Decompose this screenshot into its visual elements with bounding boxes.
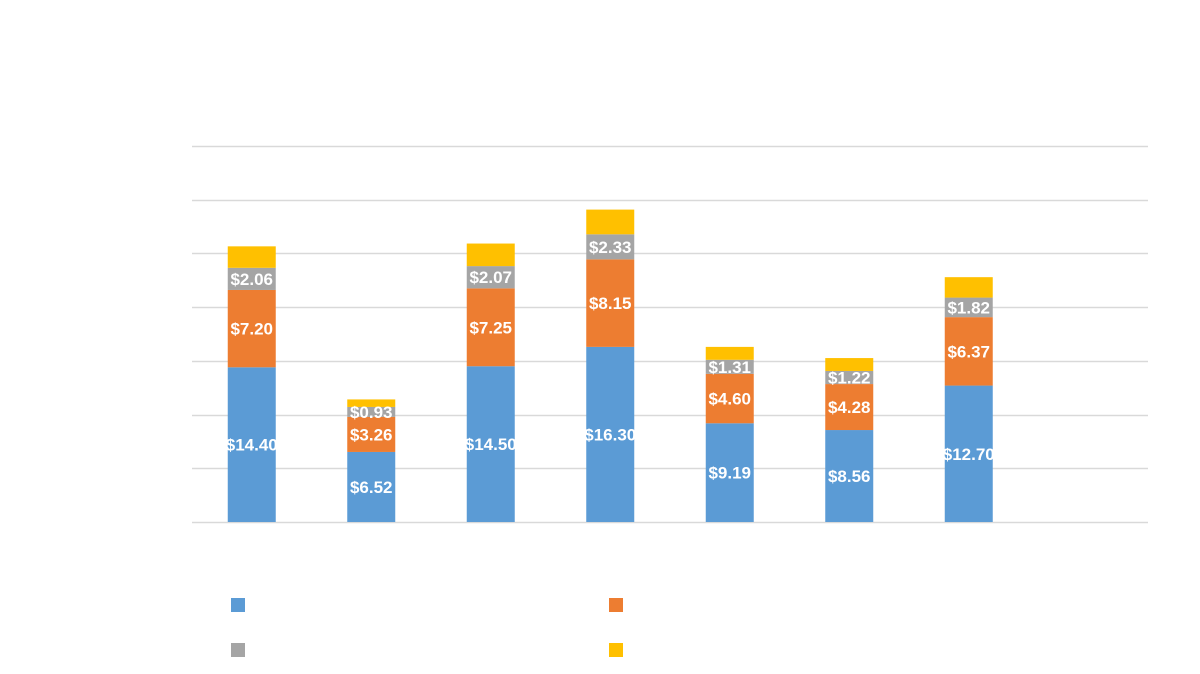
- legend-marker: [609, 598, 623, 612]
- bar-segment: [705, 346, 754, 360]
- data-label: $1.22: [828, 369, 871, 388]
- bar-segment: [466, 243, 515, 267]
- bar-segment: [227, 267, 276, 290]
- data-label: $0.93: [350, 403, 393, 422]
- bar-segment: [347, 416, 396, 452]
- data-label: $14.50: [465, 435, 517, 454]
- bar-segment: [347, 451, 396, 522]
- bar-segment: [825, 358, 874, 371]
- data-label: $1.82: [947, 298, 990, 317]
- bar-segment: [944, 385, 993, 522]
- bar-segment: [825, 430, 874, 522]
- bar-segment: [705, 359, 754, 374]
- data-label: $2.06: [230, 270, 273, 289]
- bar-segment: [466, 366, 515, 522]
- data-label: $2.07: [469, 268, 512, 287]
- data-label: $16.30: [584, 425, 636, 444]
- bar-segment: [705, 373, 754, 424]
- bar-segment: [466, 288, 515, 367]
- bar-segment: [466, 266, 515, 289]
- data-label: $14.40: [226, 436, 278, 455]
- bar-segment: [825, 384, 874, 431]
- data-label: $4.28: [828, 398, 871, 417]
- bar-segment: [586, 259, 635, 347]
- data-label: $7.25: [469, 318, 512, 337]
- bar-segment: [944, 297, 993, 318]
- bar-segment: [586, 234, 635, 260]
- bar-segment: [227, 289, 276, 368]
- bar-segment: [347, 406, 396, 417]
- data-labels: $14.40 $7.20 $2.06 $6.52 $3.26 $0.93 $14.50 $7.…: [226, 238, 995, 497]
- data-label: $1.31: [708, 358, 751, 377]
- legend-marker: [231, 643, 245, 657]
- data-label: $12.70: [943, 445, 995, 464]
- data-label: $8.56: [828, 467, 871, 486]
- bar-segment: [705, 423, 754, 522]
- data-label: $3.26: [350, 425, 393, 444]
- data-label: $6.52: [350, 478, 393, 497]
- legend-marker: [231, 598, 245, 612]
- bar-segment: [347, 399, 396, 407]
- legend: [231, 598, 623, 657]
- bar-segment: [944, 277, 993, 298]
- data-label: $7.20: [230, 320, 273, 339]
- legend-marker: [609, 643, 623, 657]
- data-label: $9.19: [708, 464, 751, 483]
- bar-segment: [586, 209, 635, 235]
- data-label: $2.33: [589, 238, 632, 257]
- bar-segment: [586, 346, 635, 522]
- bar-segment: [944, 317, 993, 386]
- bar-segment: [825, 370, 874, 385]
- data-label: $6.37: [947, 342, 990, 361]
- data-label: $8.15: [589, 294, 632, 313]
- data-label: $4.60: [708, 390, 751, 409]
- bar-segment: [227, 367, 276, 522]
- bar-segment: [227, 246, 276, 268]
- bars: [227, 209, 993, 522]
- gridlines: [192, 145, 1148, 524]
